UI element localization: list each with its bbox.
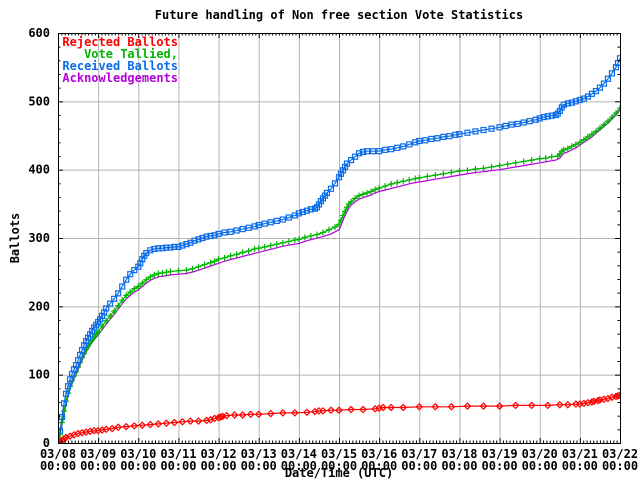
y-tick-label: 200 (28, 299, 50, 313)
x-tick-sublabel: 00:00 (602, 459, 638, 473)
series-vote-tallied (58, 105, 620, 443)
series-received-ballots-markers (58, 55, 620, 443)
x-tick-label: 03/08 (40, 447, 76, 461)
x-tick-label: 03/17 (401, 447, 437, 461)
x-tick-label: 03/22 (602, 447, 638, 461)
x-tick-sublabel: 00:00 (160, 459, 196, 473)
x-tick-label: 03/13 (241, 447, 277, 461)
legend-item-vote-tallied: Vote Tallied, (56, 48, 178, 60)
x-tick-sublabel: 00:00 (241, 459, 277, 473)
x-tick-sublabel: 00:00 (562, 459, 598, 473)
x-tick-sublabel: 00:00 (522, 459, 558, 473)
x-tick-sublabel: 00:00 (40, 459, 76, 473)
series-line (58, 394, 620, 443)
x-tick-label: 03/15 (321, 447, 357, 461)
series-received-ballots (58, 55, 620, 443)
series-rejected-ballots-markers (58, 391, 620, 443)
x-tick-sublabel: 00:00 (120, 459, 156, 473)
x-tick-label: 03/12 (201, 447, 237, 461)
x-tick-label: 03/09 (80, 447, 116, 461)
x-tick-sublabel: 00:00 (281, 459, 317, 473)
x-tick-sublabel: 00:00 (401, 459, 437, 473)
series-line (58, 109, 620, 443)
x-axis-title: Date/Time (UTC) (284, 466, 394, 480)
x-tick-label: 03/21 (562, 447, 598, 461)
y-tick-label: 100 (28, 368, 50, 382)
series-vote-tallied-markers (58, 105, 620, 443)
x-tick-label: 03/10 (120, 447, 156, 461)
series-layer (58, 55, 620, 443)
y-tick-label: 300 (28, 231, 50, 245)
x-tick-sublabel: 00:00 (201, 459, 237, 473)
x-tick-label: 03/19 (482, 447, 518, 461)
y-axis-title: Ballots (8, 212, 22, 264)
chart-title: Future handling of Non free section Vote… (154, 8, 524, 22)
x-tick-sublabel: 00:00 (441, 459, 477, 473)
axis-ticks (58, 33, 621, 444)
legend-label: Received Ballots (62, 59, 178, 73)
x-tick-label: 03/18 (441, 447, 477, 461)
series-acknowledgements (58, 109, 620, 443)
x-tick-label: 03/16 (361, 447, 397, 461)
legend-label: Vote Tallied, (84, 47, 178, 61)
y-tick-label: 400 (28, 163, 50, 177)
x-tick-label: 03/11 (160, 447, 196, 461)
legend: Rejected Ballots Vote Tallied, Received Ba… (56, 36, 178, 84)
legend-item-acknowledgements: Acknowledgements (56, 72, 178, 84)
y-tick-label: 600 (28, 26, 50, 40)
legend-item-received-ballots: Received Ballots (56, 60, 178, 72)
legend-label: Acknowledgements (62, 71, 178, 85)
x-tick-label: 03/14 (281, 447, 317, 461)
tick-labels: 010020030040050060003/0800:0003/0900:000… (28, 26, 638, 473)
y-tick-label: 0 (43, 436, 50, 450)
x-tick-sublabel: 00:00 (482, 459, 518, 473)
y-tick-label: 500 (28, 94, 50, 108)
grid-lines (58, 33, 620, 443)
series-rejected-ballots (58, 391, 620, 443)
x-tick-sublabel: 00:00 (361, 459, 397, 473)
x-tick-sublabel: 00:00 (321, 459, 357, 473)
legend-label: Rejected Ballots (62, 35, 178, 49)
x-tick-label: 03/20 (522, 447, 558, 461)
legend-item-rejected-ballots: Rejected Ballots (56, 36, 178, 48)
x-tick-sublabel: 00:00 (80, 459, 116, 473)
